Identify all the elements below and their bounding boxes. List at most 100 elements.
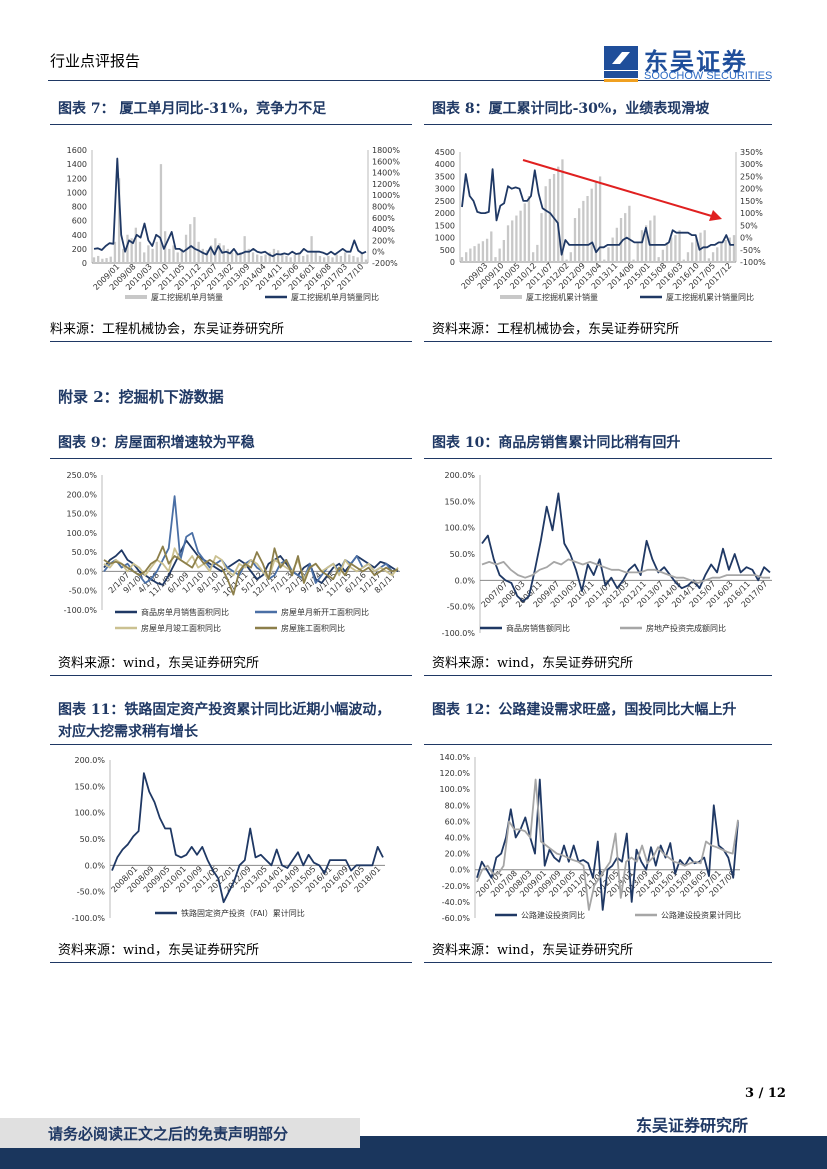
- bar: [732, 235, 736, 262]
- bar: [109, 256, 112, 263]
- y-tick-label: 0.0%: [77, 567, 98, 576]
- bar: [523, 203, 526, 262]
- figure-7-title: 图表 7： 厦工单月同比-31%，竞争力不足: [58, 101, 327, 117]
- y-tick-label: 100.0%: [444, 524, 475, 533]
- y-tick-label: -40.0%: [442, 898, 471, 907]
- bar: [352, 255, 355, 263]
- bar: [348, 254, 351, 263]
- bar: [678, 230, 681, 262]
- y-tick-label: 40.0%: [445, 834, 471, 843]
- bar: [469, 248, 472, 262]
- figure-10-chart: -100.0% -50.0% 0.0% 50.0% 100.0% 150.0% 200.0%…: [442, 471, 772, 638]
- y-tick-label: 80.0%: [445, 801, 471, 810]
- bar: [138, 241, 142, 263]
- y2-tick-label: 150%: [740, 197, 763, 206]
- bar: [590, 188, 593, 262]
- y-tick-label: -100.0%: [64, 606, 98, 615]
- bar: [540, 213, 543, 262]
- y-tick-label: 20.0%: [445, 850, 471, 859]
- y-tick-label: 0: [450, 258, 455, 267]
- bar: [460, 257, 464, 262]
- y-tick-label: 250.0%: [66, 471, 97, 480]
- y-tick-label: 1000: [67, 188, 87, 197]
- legend-label: 房地产投资完成额同比: [646, 623, 726, 633]
- y-tick-label: 140.0%: [439, 753, 470, 762]
- bar: [276, 250, 280, 263]
- bar: [481, 241, 485, 262]
- y-tick-label: 1500: [435, 221, 455, 230]
- bar: [243, 236, 246, 263]
- legend-label: 铁路固定资产投资（FAI）累计同比: [181, 908, 305, 918]
- bar: [720, 242, 723, 262]
- y-tick-label: 3500: [435, 172, 455, 181]
- bar: [172, 245, 175, 263]
- y-tick-label: 100.0%: [66, 529, 97, 538]
- series-line-1: [481, 558, 770, 584]
- legend-label: 厦工挖掘机累计销量: [526, 292, 598, 302]
- y-tick-label: 3000: [435, 185, 455, 194]
- figure-12-source-rule: [424, 962, 772, 963]
- y2-tick-label: 0%: [740, 234, 753, 243]
- bar: [327, 255, 330, 263]
- figure-11-rule: [50, 744, 412, 745]
- figure-8-rule: [424, 124, 772, 125]
- bar: [519, 210, 522, 262]
- figure-7-chart: 0 200 400 600 800 1000 1200 1400 1600 -200% 0% 200%…: [67, 146, 401, 302]
- bar: [536, 244, 539, 262]
- y2-tick-label: 250%: [740, 172, 763, 181]
- bar: [695, 237, 698, 262]
- bar: [113, 241, 117, 263]
- soochow-logo: 东吴证券 SOOCHOW SECURITIES: [602, 44, 772, 84]
- y-tick-label: -60.0%: [442, 914, 471, 923]
- figure-12-chart: -60.0% -40.0% -20.0% 0.0% 20.0% 40.0% 60.0% 80.…: [439, 753, 741, 923]
- bar: [130, 238, 133, 263]
- bar: [189, 224, 192, 263]
- bar: [578, 208, 581, 262]
- appendix-title: 附录 2：挖掘机下游数据: [58, 388, 224, 406]
- bar: [649, 220, 652, 262]
- y-tick-label: 60.0%: [445, 817, 471, 826]
- bar: [314, 252, 317, 263]
- legend-label: 厦工挖掘机累计销量同比: [666, 292, 754, 302]
- bar: [636, 242, 639, 262]
- bar: [222, 245, 225, 263]
- series-line-1: [93, 157, 367, 258]
- y2-tick-label: -200%: [372, 259, 398, 268]
- figure-8-title: 图表 8：厦工累计同比-30%，业绩表现滑坡: [432, 101, 710, 117]
- footer-band-bottom: [0, 1148, 827, 1169]
- legend-label: 公路建设投资同比: [521, 910, 585, 920]
- bar: [665, 242, 669, 262]
- series-line-3: [103, 545, 399, 596]
- bar: [147, 245, 150, 263]
- bar: [323, 257, 326, 263]
- figure-11-chart: -100.0% -50.0% 0.0% 50.0% 100.0% 150.0% 200.0%…: [72, 756, 385, 923]
- bar: [465, 252, 468, 262]
- figure-9-source: 资料来源：wind，东吴证券研究所: [58, 656, 259, 671]
- figure-12-rule: [424, 744, 772, 745]
- bar: [260, 255, 263, 263]
- y-tick-label: -20.0%: [442, 882, 471, 891]
- bar: [586, 196, 589, 262]
- legend-label: 房屋单月竣工面积同比: [141, 623, 221, 633]
- bar: [573, 218, 577, 262]
- series-line-2: [103, 547, 399, 580]
- figure-10-source-rule: [424, 675, 772, 676]
- bar: [293, 254, 297, 263]
- bar: [561, 159, 564, 262]
- bar: [569, 252, 572, 262]
- y2-tick-label: 1600%: [372, 157, 400, 166]
- bar: [582, 200, 585, 262]
- bar: [256, 254, 259, 263]
- bar: [364, 259, 368, 263]
- bar: [92, 257, 96, 263]
- trend-arrow: [522, 159, 716, 218]
- bar: [302, 255, 305, 263]
- bar: [159, 164, 163, 263]
- y-tick-label: 150.0%: [66, 510, 97, 519]
- bar: [531, 252, 535, 262]
- page-number: 3 / 12: [745, 1086, 786, 1101]
- bar: [598, 176, 602, 262]
- figure-9-title: 图表 9：房屋面积增速较为平稳: [58, 435, 255, 451]
- bar: [657, 257, 660, 262]
- bar: [343, 252, 347, 263]
